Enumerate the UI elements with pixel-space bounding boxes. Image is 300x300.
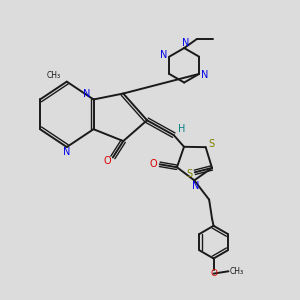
Text: N: N [192,181,200,191]
Text: S: S [208,139,215,149]
Text: CH₃: CH₃ [230,267,244,276]
Text: N: N [182,38,189,48]
Text: N: N [63,147,70,158]
Text: N: N [83,89,91,99]
Text: N: N [201,70,209,80]
Text: S: S [186,169,193,179]
Text: CH₃: CH₃ [46,70,61,80]
Text: O: O [104,156,111,166]
Text: N: N [160,50,167,60]
Text: O: O [150,159,158,169]
Text: H: H [178,124,186,134]
Text: O: O [210,269,217,278]
